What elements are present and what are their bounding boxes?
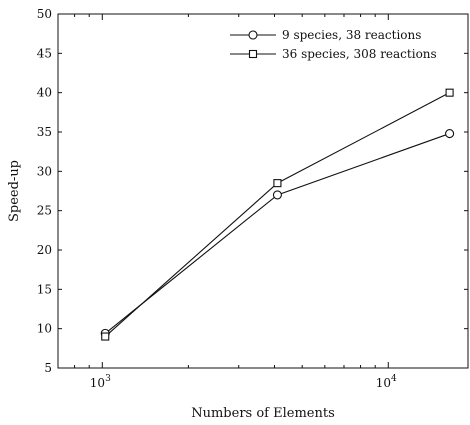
data-point-square: [248, 49, 258, 59]
data-point-square: [101, 332, 110, 341]
series-line-1: [104, 133, 450, 334]
legend: 9 species, 38 reactions 36 species, 308 r…: [230, 28, 437, 61]
x-axis-ticks: 103 104: [74, 14, 397, 390]
series-line-2: [104, 92, 450, 337]
y-tick-label: 30: [37, 164, 52, 178]
data-point-square: [273, 179, 282, 188]
data-point-circle: [272, 190, 282, 200]
y-tick-label: 45: [37, 46, 52, 60]
y-tick-label: 15: [37, 282, 52, 296]
x-tick-label: 103: [90, 374, 111, 390]
y-axis-label: Speed-up: [7, 160, 22, 222]
y-tick-label: 25: [37, 204, 52, 218]
y-tick-label: 50: [37, 7, 52, 21]
y-tick-label: 5: [44, 361, 52, 375]
y-axis-ticks: 5 10 15 20 25 30 35 40 45 50: [37, 7, 468, 375]
plot-frame: [57, 13, 469, 369]
y-tick-label: 40: [37, 86, 52, 100]
x-tick-label: 104: [376, 374, 397, 390]
series-group: [100, 88, 455, 341]
legend-label: 36 species, 308 reactions: [282, 47, 437, 61]
legend-label: 9 species, 38 reactions: [282, 28, 421, 42]
data-point-circle: [445, 129, 455, 139]
y-tick-label: 35: [37, 125, 52, 139]
data-point-square: [445, 88, 454, 97]
y-tick-label: 10: [37, 322, 52, 336]
y-tick-label: 20: [37, 243, 52, 257]
data-point-circle: [248, 30, 258, 40]
x-axis-label: Numbers of Elements: [191, 406, 335, 421]
